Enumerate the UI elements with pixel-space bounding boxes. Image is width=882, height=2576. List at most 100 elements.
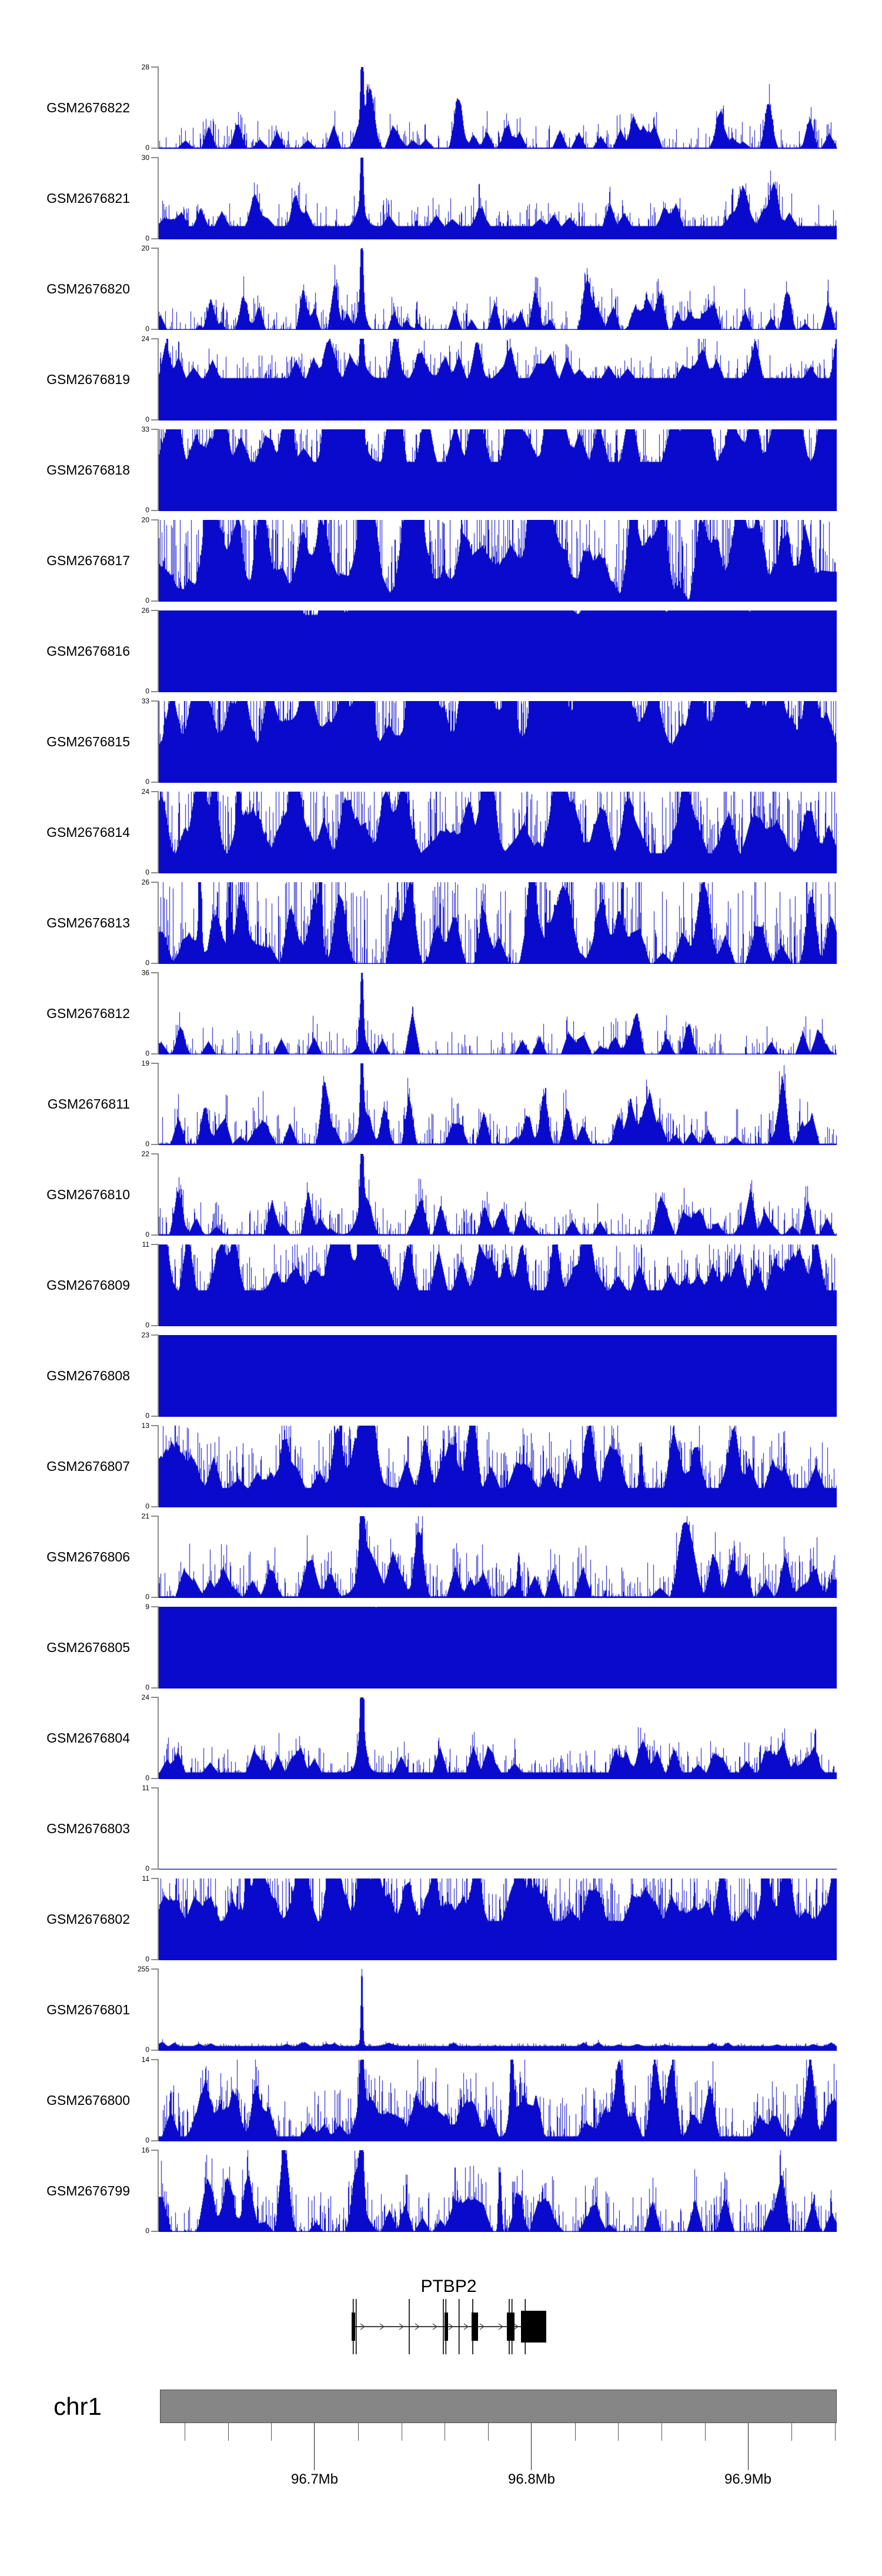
strand-arrow-icon <box>399 2323 405 2330</box>
track-label: GSM2676814 <box>46 825 130 840</box>
y-axis-top-tick-icon <box>151 157 159 158</box>
axis-major-tick <box>314 2423 315 2470</box>
y-axis-line <box>158 1154 159 1236</box>
y-axis-zero-tick-icon <box>151 691 159 692</box>
track-ymin-label: 0 <box>145 959 149 967</box>
track-row: GSM2676806 21 0 <box>0 1511 882 1611</box>
coverage-histogram <box>159 1244 837 1326</box>
coverage-histogram <box>159 1607 837 1689</box>
strand-arrow-icon <box>463 2323 469 2330</box>
track-ymax-label: 22 <box>141 1150 149 1158</box>
y-axis-line <box>158 610 159 692</box>
track-label: GSM2676820 <box>46 281 130 296</box>
track-row: GSM2676807 13 0 <box>0 1421 882 1521</box>
coverage-histogram <box>159 1697 837 1779</box>
y-axis-top-tick-icon <box>151 972 159 973</box>
track-row: GSM2676808 23 0 <box>0 1330 882 1430</box>
y-axis-line <box>158 1607 159 1689</box>
strand-arrow-icon <box>415 2323 420 2330</box>
track-label: GSM2676822 <box>46 100 130 115</box>
y-axis-line <box>158 973 159 1055</box>
track-row: GSM2676821 30 0 <box>0 153 882 253</box>
track-ymax-label: 14 <box>141 2056 149 2064</box>
coverage-histogram <box>159 429 837 511</box>
axis-minor-tick <box>574 2423 576 2441</box>
track-ymax-label: 21 <box>141 1512 149 1520</box>
exon-box <box>472 2313 478 2341</box>
coverage-histogram <box>159 2060 837 2141</box>
track-ymax-label: 36 <box>141 969 149 977</box>
axis-tick-label: 96.8Mb <box>507 2471 556 2487</box>
y-axis-top-tick-icon <box>151 1153 159 1154</box>
y-axis-zero-tick-icon <box>151 419 159 421</box>
track-row: GSM2676812 36 0 <box>0 968 882 1068</box>
track-label: GSM2676806 <box>46 1549 130 1564</box>
coverage-histogram <box>159 1516 837 1598</box>
track-label: GSM2676799 <box>46 2183 130 2198</box>
y-axis-line <box>158 2150 159 2232</box>
exon-box <box>521 2311 546 2343</box>
track-ymin-label: 0 <box>145 1049 149 1057</box>
coverage-histogram <box>159 882 837 964</box>
y-axis-zero-tick-icon <box>151 1506 159 1507</box>
y-axis-zero-tick-icon <box>151 872 159 873</box>
y-axis-top-tick-icon <box>151 248 159 249</box>
track-label: GSM2676809 <box>46 1277 130 1293</box>
y-axis-line <box>158 1969 159 2051</box>
axis-minor-tick <box>228 2423 229 2441</box>
axis-tick-label: 96.7Mb <box>290 2471 339 2487</box>
coverage-histogram <box>159 792 837 873</box>
y-axis-zero-tick-icon <box>151 1868 159 1870</box>
track-row: GSM2676822 28 0 <box>0 62 882 162</box>
strand-arrow-icon <box>513 2323 519 2330</box>
track-label: GSM2676808 <box>46 1368 130 1383</box>
y-axis-top-tick-icon <box>151 1787 159 1788</box>
y-axis-line <box>158 1244 159 1326</box>
track-ymax-label: 24 <box>141 788 149 796</box>
y-axis-line <box>158 248 159 330</box>
track-row: GSM2676818 33 0 <box>0 425 882 525</box>
track-label: GSM2676804 <box>46 1730 130 1746</box>
strand-arrow-icon <box>479 2323 485 2330</box>
track-row: GSM2676803 11 0 <box>0 1783 882 1883</box>
y-axis-top-tick-icon <box>151 791 159 792</box>
y-axis-top-tick-icon <box>151 2150 159 2151</box>
y-axis-line <box>158 1878 159 1960</box>
track-label: GSM2676821 <box>46 191 130 206</box>
track-ymax-label: 19 <box>141 1059 149 1067</box>
y-axis-line <box>158 339 159 421</box>
y-axis-top-tick-icon <box>151 66 159 68</box>
track-ymax-label: 24 <box>141 1693 149 1701</box>
track-ymin-label: 0 <box>145 144 149 152</box>
track-label: GSM2676810 <box>46 1187 130 1202</box>
coverage-histogram <box>159 701 837 783</box>
y-axis-zero-tick-icon <box>151 963 159 964</box>
gene-model <box>352 2299 546 2354</box>
track-label: GSM2676815 <box>46 734 130 749</box>
y-axis-zero-tick-icon <box>151 1053 159 1055</box>
track-ymin-label: 0 <box>145 2227 149 2235</box>
coverage-histogram <box>159 67 837 149</box>
track-row: GSM2676816 26 0 <box>0 606 882 706</box>
track-ymax-label: 20 <box>141 244 149 252</box>
gene-name-label: PTBP2 <box>420 2277 477 2296</box>
track-ymin-label: 0 <box>145 1593 149 1601</box>
y-axis-top-tick-icon <box>151 882 159 883</box>
y-axis-line <box>158 2060 159 2141</box>
y-axis-top-tick-icon <box>151 2059 159 2060</box>
track-ymin-label: 0 <box>145 1774 149 1782</box>
track-ymax-label: 23 <box>141 1331 149 1339</box>
chromosome-label: chr1 <box>54 2393 102 2420</box>
y-axis-line <box>158 701 159 783</box>
track-label: GSM2676805 <box>46 1640 130 1655</box>
track-ymax-label: 11 <box>142 1874 149 1883</box>
track-ymin-label: 0 <box>145 687 149 695</box>
strand-arrow-icon <box>498 2323 504 2330</box>
track-ymin-label: 0 <box>145 778 149 786</box>
coverage-histogram <box>159 1878 837 1960</box>
y-axis-top-tick-icon <box>151 338 159 339</box>
track-row: GSM2676800 14 0 <box>0 2055 882 2155</box>
y-axis-top-tick-icon <box>151 1878 159 1879</box>
axis-minor-tick <box>618 2423 619 2441</box>
